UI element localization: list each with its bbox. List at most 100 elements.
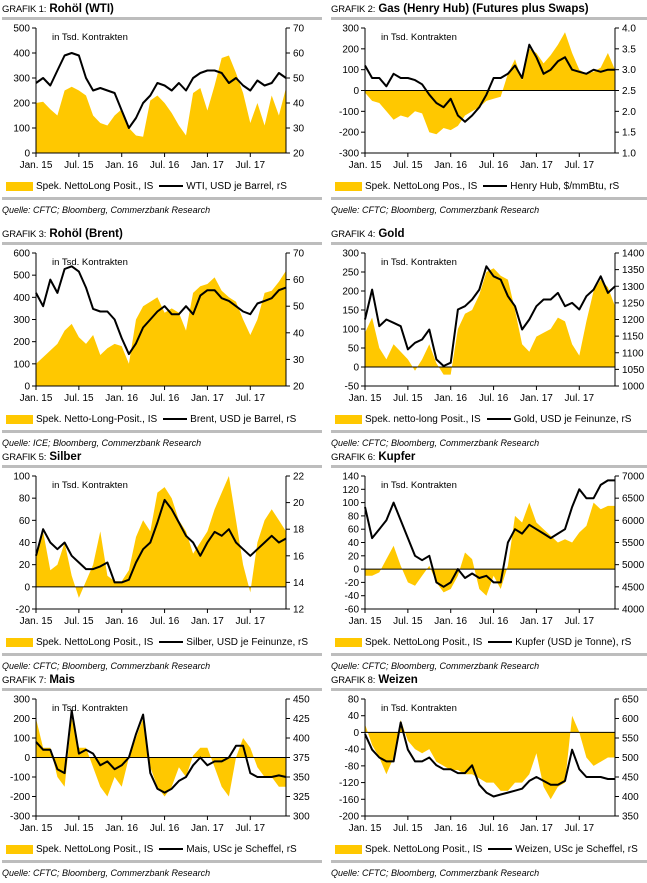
line-series-price: [364, 265, 616, 367]
left-tick-label: 150: [342, 306, 359, 317]
x-tick-label: Jul. 15: [64, 160, 94, 171]
chart-panel-5: GRAFIK 5: Silber -20 0 20 40 60 80 100 12 14 16 18 2…: [2, 450, 322, 676]
chart-title: GRAFIK 2: Gas (Henry Hub) (Futures plus …: [331, 2, 647, 17]
x-tick-label: Jan. 16: [105, 160, 138, 171]
legend-rule: [331, 430, 647, 433]
line-series-price: [364, 43, 615, 123]
right-tick-label: 5500: [622, 538, 645, 549]
x-tick-label: Jan. 16: [434, 160, 467, 171]
chart-panel-3: GRAFIK 3: Rohöl (Brent) 0 100 200 300 400 500 6…: [2, 227, 322, 453]
left-tick-label: -80: [345, 761, 360, 772]
left-tick-label: 100: [342, 65, 359, 76]
chart-plot: 0 100 200 300 400 500 20 30 40 50 60 70 Jan. 15 Jul. …: [13, 24, 305, 172]
left-tick-label: 20: [348, 551, 360, 562]
chart-panel-8: GRAFIK 8: Weizen -200 -160 -120 -80 -40 0 40 80 3…: [331, 673, 647, 883]
chart-panel-2: GRAFIK 2: Gas (Henry Hub) (Futures plus …: [331, 2, 647, 220]
left-tick-label: 100: [13, 124, 30, 135]
right-tick-label: 400: [293, 734, 310, 745]
left-tick-label: -120: [339, 778, 359, 789]
chart-title-prefix: GRAFIK 6:: [331, 452, 376, 463]
chart-panel-4: GRAFIK 4: Gold -50 0 50 100 150 200 250 300 1000 1…: [331, 227, 647, 453]
left-tick-label: 250: [342, 268, 359, 279]
chart-title-name: Mais: [49, 674, 75, 686]
line-series-price: [364, 479, 615, 588]
right-tick-label: 30: [293, 124, 305, 135]
chart-title: GRAFIK 8: Weizen: [331, 673, 647, 688]
legend-rule: [2, 197, 322, 200]
chart-plot: 0 100 200 300 400 500 600 20 30 40 50 60 70 Jan. 15 Ju…: [13, 249, 305, 405]
left-tick-label: 200: [342, 287, 359, 298]
x-tick-label: Jul. 15: [64, 393, 94, 404]
left-tick-label: -40: [345, 745, 360, 756]
unit-annotation: in Tsd. Kontrakten: [381, 32, 457, 43]
legend-line-swatch: [163, 418, 188, 420]
chart-source: Quelle: CFTC; Bloomberg, Commerzbank Res…: [331, 438, 540, 448]
left-tick-label: -200: [10, 792, 30, 803]
left-tick-label: 100: [13, 472, 30, 483]
title-rule: [331, 688, 647, 691]
chart-legend: Spek. NettoLong Posit., IS Silber, USD je…: [2, 631, 322, 653]
left-tick-label: 200: [13, 337, 30, 348]
chart-plot: -60 -40 -20 0 20 40 60 80 100 120 140 4000 4500 5000 5…: [342, 472, 645, 628]
x-tick-label: Jan. 16: [434, 393, 467, 404]
left-tick-label: 0: [24, 753, 30, 764]
x-tick-label: Jan. 15: [20, 160, 53, 171]
left-tick-label: 80: [19, 494, 31, 505]
x-tick-label: Jul. 16: [479, 393, 509, 404]
right-tick-label: 1400: [622, 249, 645, 260]
left-tick-label: 300: [13, 74, 30, 85]
chart-legend: Spek. netto-long Posit., IS Gold, USD je …: [331, 408, 647, 430]
left-tick-label: 400: [13, 293, 30, 304]
right-tick-label: 500: [622, 753, 639, 764]
right-tick-label: 16: [293, 551, 305, 562]
x-tick-label: Jan. 17: [191, 393, 224, 404]
right-tick-label: 350: [293, 773, 310, 784]
chart-source: Quelle: CFTC; Bloomberg, Commerzbank Res…: [331, 205, 540, 215]
x-tick-label: Jul. 16: [479, 823, 509, 834]
left-tick-label: 500: [13, 24, 30, 35]
legend-line-swatch: [159, 185, 184, 187]
right-tick-label: 20: [293, 382, 305, 393]
legend-line-swatch: [488, 848, 513, 850]
right-tick-label: 450: [293, 695, 310, 706]
title-rule: [2, 465, 322, 468]
left-tick-label: 140: [342, 472, 359, 483]
left-tick-label: 300: [342, 24, 359, 35]
left-tick-label: 0: [353, 86, 359, 97]
line-series-price: [35, 498, 287, 584]
chart-panel-6: GRAFIK 6: Kupfer -60 -40 -20 0 20 40 60 80 100 120…: [331, 450, 647, 676]
right-tick-label: 600: [622, 714, 639, 725]
unit-annotation: in Tsd. Kontrakten: [52, 480, 128, 491]
chart-legend: Spek. NettoLong Pos., IS Henry Hub, $/mmB…: [331, 175, 647, 197]
line-series-price: [35, 265, 287, 356]
legend-area-swatch: [335, 844, 362, 854]
x-tick-label: Jan. 17: [520, 393, 553, 404]
left-tick-label: 0: [24, 149, 30, 160]
left-tick-label: 40: [19, 538, 31, 549]
left-tick-label: 0: [24, 582, 30, 593]
x-tick-label: Jan. 15: [349, 160, 382, 171]
right-tick-label: 4.0: [622, 24, 636, 35]
title-rule: [2, 17, 322, 20]
chart-title-prefix: GRAFIK 2:: [331, 4, 376, 15]
right-tick-label: 60: [293, 49, 305, 60]
legend-area-swatch: [6, 181, 33, 191]
legend-rule: [331, 653, 647, 656]
x-tick-label: Jul. 15: [64, 616, 94, 627]
right-tick-label: 1050: [622, 365, 645, 376]
legend-line-swatch: [483, 185, 508, 187]
x-tick-label: Jul. 17: [236, 393, 266, 404]
legend-rule: [2, 430, 322, 433]
left-tick-label: 200: [13, 714, 30, 725]
x-tick-label: Jul. 16: [150, 160, 180, 171]
x-tick-label: Jul. 17: [565, 823, 595, 834]
left-tick-label: -20: [345, 578, 360, 589]
legend-line-label: WTI, USD je Barrel, rS: [186, 180, 287, 192]
right-tick-label: 1200: [622, 315, 645, 326]
line-series-price: [35, 52, 287, 129]
x-tick-label: Jan. 15: [349, 823, 382, 834]
left-tick-label: 600: [13, 249, 30, 260]
x-tick-label: Jul. 15: [393, 160, 423, 171]
legend-area-swatch: [6, 844, 33, 854]
legend-area-label: Spek. NettoLong Pos., IS: [365, 180, 478, 192]
